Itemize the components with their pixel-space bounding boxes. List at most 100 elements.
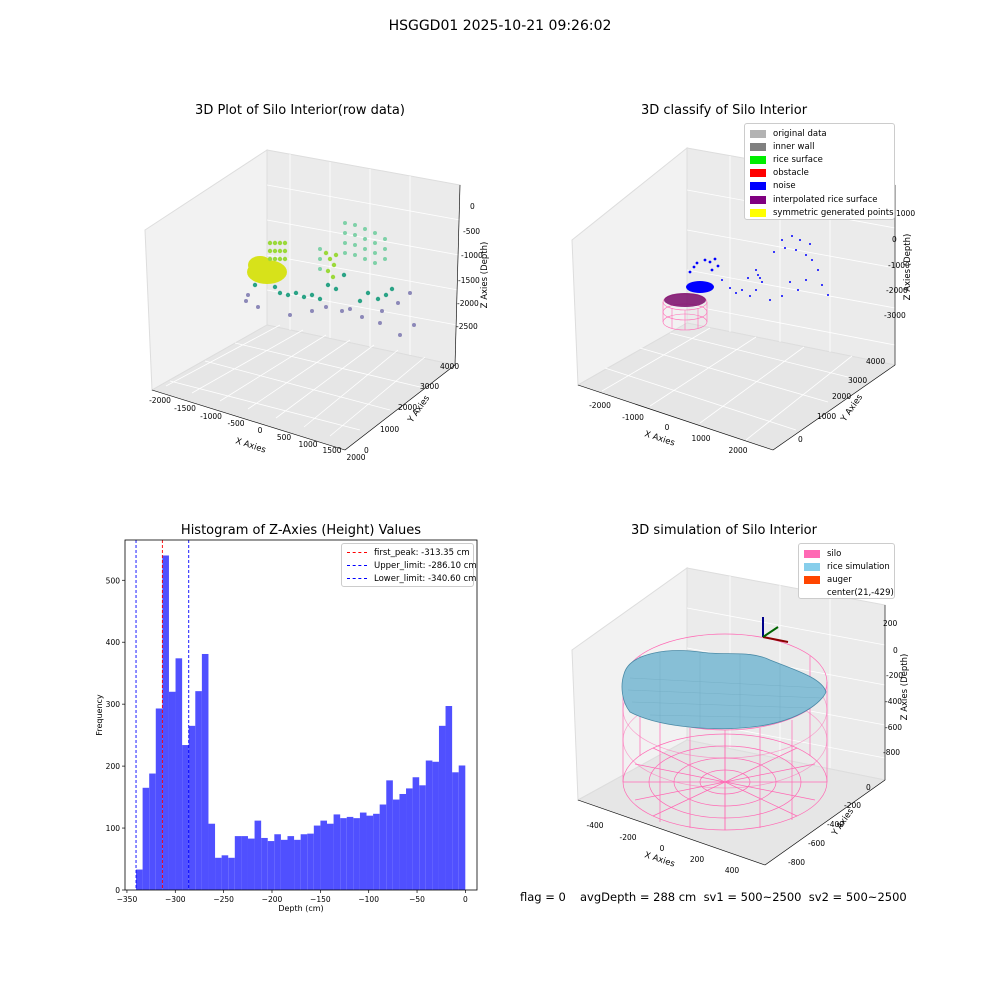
histogram-xtick-label: −350 — [117, 895, 138, 904]
svg-text:-400: -400 — [885, 697, 902, 706]
histogram-bar — [201, 653, 209, 890]
legend-swatch — [804, 549, 820, 558]
histogram-bar — [399, 793, 407, 890]
panel1-points — [244, 221, 416, 337]
histogram-bar — [162, 555, 169, 890]
svg-text:1000: 1000 — [298, 440, 317, 449]
histogram-bar — [142, 787, 150, 890]
histogram-bar — [458, 765, 466, 890]
histogram-bar — [274, 834, 281, 890]
svg-text:3000: 3000 — [420, 382, 439, 391]
histogram-xtick-label: −50 — [409, 895, 425, 904]
svg-text:-3000: -3000 — [884, 311, 906, 320]
histogram-bar — [241, 836, 248, 890]
histogram-xtick-label: −150 — [310, 895, 331, 904]
legend-swatch — [750, 142, 766, 151]
svg-text:-1000: -1000 — [622, 413, 644, 422]
histogram-bars — [136, 555, 466, 890]
histogram-bar — [300, 834, 308, 890]
histogram-bar — [313, 825, 321, 890]
panel1-title: 3D Plot of Silo Interior(row data) — [195, 103, 405, 118]
histogram-bar — [445, 706, 453, 890]
svg-text:-2000: -2000 — [886, 286, 908, 295]
panel2-xticks: -2000 -1000 0 1000 2000 — [589, 401, 748, 455]
svg-text:-600: -600 — [885, 723, 902, 732]
histogram-bar — [234, 836, 242, 890]
svg-text:0: 0 — [470, 202, 475, 211]
histogram-ytick-label: 0 — [115, 886, 120, 895]
legend-item-rice-surface: rice surface — [750, 153, 889, 166]
svg-text:0: 0 — [798, 435, 803, 444]
svg-text:3000: 3000 — [848, 376, 867, 385]
svg-text:1000: 1000 — [896, 209, 915, 218]
histogram-bar — [359, 812, 367, 890]
histogram-title: Histogram of Z-Axies (Height) Values — [180, 523, 422, 538]
histogram-bar — [136, 869, 143, 890]
svg-text:-1000: -1000 — [888, 261, 910, 270]
histogram-bar — [432, 761, 439, 890]
svg-text:-800: -800 — [788, 858, 805, 867]
histogram-bar — [247, 838, 255, 890]
svg-text:-2000: -2000 — [457, 299, 479, 308]
legend-item-original-data: original data — [750, 127, 889, 140]
panel2-legend: original data inner wall rice surface ob… — [744, 123, 895, 220]
histogram-ylabel: Frequency — [95, 694, 104, 736]
histogram-bar — [452, 772, 459, 890]
legend-swatch — [750, 208, 766, 217]
svg-text:-400: -400 — [586, 821, 603, 830]
legend-swatch — [804, 575, 820, 584]
histogram-bar — [175, 658, 183, 890]
legend-swatch — [750, 182, 766, 191]
histogram-axes-frame — [124, 539, 478, 891]
histogram-legend: first_peak: -313.35 cm Upper_limit: -286… — [341, 543, 477, 587]
panel2-title: 3D classify of Silo Interior — [640, 103, 808, 118]
histogram-bar — [366, 815, 374, 890]
svg-text:400: 400 — [725, 866, 740, 875]
histogram-bar — [215, 857, 222, 890]
legend-line — [347, 578, 367, 580]
legend-item-lower-limit: Lower_limit: -340.60 cm — [347, 572, 476, 585]
panel2-yticks: 0 1000 2000 3000 4000 — [798, 357, 885, 444]
panel4-yticks: 0 -200 -400 -600 -800 — [788, 783, 871, 867]
legend-swatch — [750, 155, 766, 164]
svg-text:4000: 4000 — [866, 357, 885, 366]
svg-text:-500: -500 — [227, 419, 244, 428]
svg-text:-400: -400 — [827, 820, 844, 829]
panel4-xticks: -400 -200 0 200 400 — [586, 821, 739, 875]
svg-text:4000: 4000 — [440, 362, 459, 371]
svg-text:-200: -200 — [886, 671, 903, 680]
histogram-bar — [228, 857, 235, 890]
histogram-bar — [320, 820, 328, 890]
histogram-bar — [425, 760, 433, 890]
histogram-bar — [340, 818, 347, 890]
panel4-xlabel: X Axies — [643, 850, 676, 869]
histogram-bar — [168, 691, 176, 890]
histogram-bar — [182, 745, 189, 890]
panel1-yticks: 0 1000 2000 3000 4000 — [364, 362, 459, 455]
histogram-bar — [254, 820, 262, 890]
histogram-bar — [280, 839, 288, 890]
histogram-bar — [294, 839, 301, 890]
histogram-vlines — [135, 540, 190, 890]
histogram-xtick-label: −200 — [262, 895, 283, 904]
histogram-bar — [379, 804, 387, 890]
histogram-bar — [346, 816, 354, 890]
svg-text:0: 0 — [892, 235, 897, 244]
histogram-ytick-label: 500 — [106, 576, 121, 585]
panel1-grid — [165, 154, 461, 437]
svg-text:1000: 1000 — [817, 412, 836, 421]
panel2-zticks: 1000 0 -1000 -2000 -3000 — [884, 209, 915, 320]
histogram-xticks: −350 −300 −250 −200 −150 −100 −50 0 — [117, 890, 468, 904]
histogram-bar — [412, 777, 420, 890]
svg-text:500: 500 — [277, 433, 292, 442]
legend-item-center: center(21,-429) — [804, 587, 894, 600]
legend-item-symmetric: symmetric generated points — [750, 206, 894, 219]
svg-text:0: 0 — [866, 783, 871, 792]
histogram-bar — [333, 814, 341, 890]
svg-text:0: 0 — [660, 844, 665, 853]
svg-text:-1000: -1000 — [200, 412, 222, 421]
svg-text:0: 0 — [893, 646, 898, 655]
legend-item-inner-wall: inner wall — [750, 140, 889, 153]
histogram-ytick-label: 200 — [106, 762, 121, 771]
histogram-bar — [327, 823, 334, 890]
